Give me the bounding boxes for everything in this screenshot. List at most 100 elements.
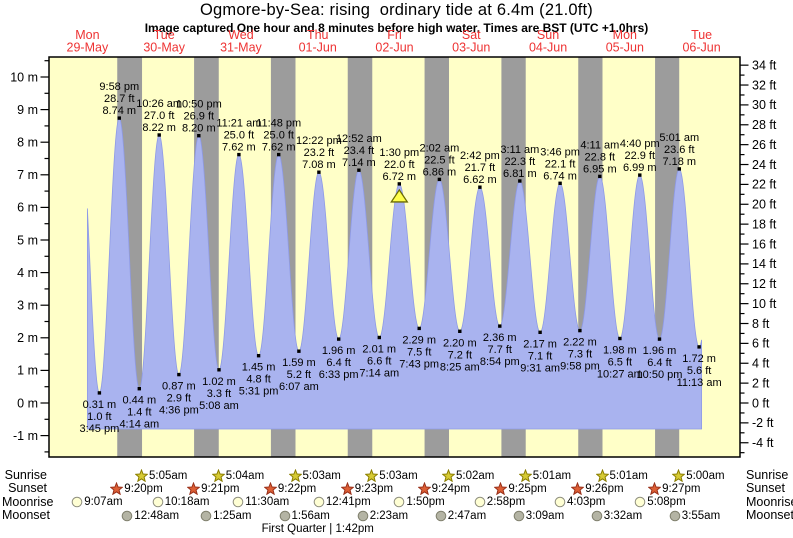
day-date: 01-Jun xyxy=(299,41,337,55)
sunrise-time: 5:01am xyxy=(532,469,572,482)
day-name: Mon xyxy=(613,28,637,42)
sunrise-time: 5:03am xyxy=(379,469,418,482)
high-tide-label: 7.62 m xyxy=(262,142,296,154)
high-tide-label: 9:58 pm xyxy=(99,81,139,93)
almanac-label-right-moonset: Moonset xyxy=(746,508,793,523)
day-header: Mon29-MayTue30-MayWed31-MayThu01-JunFri0… xyxy=(67,28,721,55)
low-tide-label: 1.02 m xyxy=(202,376,236,388)
sunset-star-icon xyxy=(571,482,585,496)
y-axis-right-tick-label: 28 ft xyxy=(752,118,777,132)
moonset-time: 2:23am xyxy=(369,509,409,522)
moonrise-time: 12:41pm xyxy=(325,496,371,509)
day-name: Sun xyxy=(537,28,559,42)
high-tide-label: 3:11 am xyxy=(500,144,539,156)
sunset-star-icon xyxy=(340,482,354,496)
sunrise-entry: 5:03am xyxy=(365,469,418,482)
sunset-time: 9:21pm xyxy=(201,482,240,495)
low-tide-label: 7:43 pm xyxy=(399,358,439,370)
moonset-entry: 3:32am xyxy=(591,509,642,522)
sunrise-time: 5:03am xyxy=(302,469,341,482)
high-tide-label: 22.0 ft xyxy=(384,159,415,171)
high-tide-label: 1:30 pm xyxy=(379,147,419,159)
low-tide-label: 2.29 m xyxy=(402,334,436,346)
y-axis-right-tick-label: 30 ft xyxy=(752,98,777,112)
low-tide-label: 2.9 ft xyxy=(167,393,191,405)
sunrise-entry: 5:02am xyxy=(442,469,494,482)
tide-extreme-dot xyxy=(397,182,401,186)
moonset-time: 1:56am xyxy=(291,509,330,522)
high-tide-label: 5:01 am xyxy=(659,132,699,144)
high-tide-label: 23.6 ft xyxy=(664,144,695,156)
tide-extreme-dot xyxy=(697,345,701,349)
low-tide-label: 1.45 m xyxy=(242,362,276,374)
high-tide-label: 22.9 ft xyxy=(624,150,655,162)
moonrise-circle-icon xyxy=(554,496,566,508)
high-tide-label: 12:52 am xyxy=(336,133,382,145)
sunset-star-icon xyxy=(417,482,431,496)
tide-extreme-dot xyxy=(558,181,562,185)
low-tide-label: 2.20 m xyxy=(443,337,477,349)
moonset-time: 3:09am xyxy=(525,509,565,522)
sunrise-entry: 5:04am xyxy=(211,469,264,482)
sunset-star-icon xyxy=(494,482,508,496)
y-axis-right-tick-label: 14 ft xyxy=(752,257,777,271)
moonset-time: 12:48am xyxy=(134,509,180,522)
low-tide-label: 9:58 pm xyxy=(560,361,600,373)
moonset-entry: 3:09am xyxy=(513,509,564,522)
sunrise-entry: 5:01am xyxy=(518,469,572,482)
tide-extreme-dot xyxy=(97,391,102,395)
moonset-circle-icon xyxy=(279,510,290,521)
tide-extreme-dot xyxy=(437,177,442,182)
almanac-label-right-moonrise: Moonrise xyxy=(746,494,793,509)
moonset-time: 3:55am xyxy=(681,509,721,522)
moonset-circle-icon xyxy=(435,510,447,521)
high-tide-label: 7.14 m xyxy=(342,157,376,169)
tide-extreme-dot xyxy=(137,387,141,391)
low-tide-label: 10:27 am xyxy=(597,368,643,380)
moonset-time: 1:25am xyxy=(213,509,252,522)
high-tide-label: 23.4 ft xyxy=(344,145,375,157)
y-axis-left: -1 m 0 m 1 m 2 m 3 m 4 m 5 m 6 m 7 m 8 m 9 m 10 m xyxy=(10,60,49,453)
day-date: 02-Jun xyxy=(375,41,413,55)
high-tide-label: 6.95 m xyxy=(583,163,617,175)
tide-extreme-dot xyxy=(578,328,582,333)
sunrise-star-icon xyxy=(672,469,686,482)
almanac-label-left-sunset: Sunset xyxy=(8,481,47,496)
moonrise-circle-icon xyxy=(152,496,163,508)
moonrise-entry: 9:07am xyxy=(71,496,123,509)
high-tide-label: 4:11 am xyxy=(580,139,619,151)
almanac-label-left-sunrise: Sunrise xyxy=(4,468,47,482)
high-tide-label: 22.8 ft xyxy=(585,151,616,163)
high-tide-label: 28.7 ft xyxy=(104,93,135,105)
tide-extreme-dot xyxy=(237,152,241,157)
low-tide-label: 7.1 ft xyxy=(528,350,552,362)
high-tide-label: 26.9 ft xyxy=(184,111,215,123)
chart-subtitle: Image captured One hour and 8 minutes be… xyxy=(144,21,649,35)
y-axis-left-tick-label: 8 m xyxy=(17,136,38,150)
moonrise-entry: 5:08pm xyxy=(634,496,686,509)
sunrise-star-icon xyxy=(135,469,148,482)
low-tide-label: 4:36 pm xyxy=(159,405,199,417)
high-tide-label: 10:50 pm xyxy=(176,99,222,111)
high-tide-label: 7.18 m xyxy=(662,156,696,168)
moonrise-time: 2:58pm xyxy=(486,496,526,509)
sunset-entry: 9:26pm xyxy=(571,482,624,496)
high-tide-label: 8.22 m xyxy=(142,122,176,134)
day-date: 29-May xyxy=(67,41,109,55)
day-date: 05-Jun xyxy=(606,41,644,55)
low-tide-label: 3.3 ft xyxy=(207,388,231,400)
moonrise-entry: 2:58pm xyxy=(474,496,525,509)
high-tide-label: 8.20 m xyxy=(182,123,216,135)
y-axis-right-tick-label: 2 ft xyxy=(752,376,770,390)
low-tide-label: 10:50 pm xyxy=(637,369,683,381)
sunset-entry: 9:21pm xyxy=(187,482,240,496)
tide-extreme-dot xyxy=(217,368,221,372)
tide-extreme-dot xyxy=(657,337,662,341)
high-tide-label: 6.99 m xyxy=(623,162,657,174)
sunrise-star-icon xyxy=(442,469,455,482)
sunrise-time: 5:02am xyxy=(456,469,495,482)
high-tide-label: 3:46 pm xyxy=(540,146,580,158)
